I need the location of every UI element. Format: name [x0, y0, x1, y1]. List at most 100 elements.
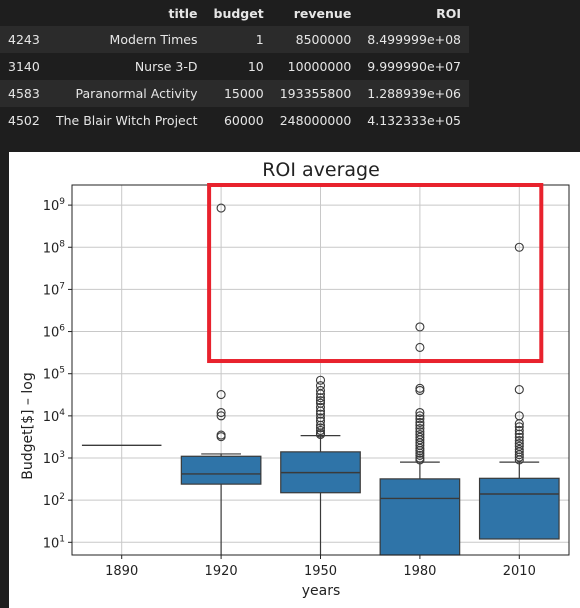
header-title: title	[168, 5, 198, 21]
y-tick-label: 106	[43, 324, 66, 341]
outlier-point	[216, 203, 226, 213]
y-tick-label: 105	[43, 366, 65, 383]
outlier-point	[415, 420, 425, 430]
outlier-point	[514, 439, 524, 449]
outlier-point	[514, 425, 524, 436]
cell-title: Modern Times	[48, 26, 206, 53]
row-index: 3140	[0, 53, 48, 80]
box-iqr	[379, 478, 461, 556]
outlier-point	[514, 429, 524, 439]
y-tick-label: 101	[43, 534, 65, 551]
outlier-point	[415, 417, 425, 427]
y-tick-label: 109	[43, 197, 66, 214]
cell-budget: 15000	[205, 80, 272, 107]
outlier-point	[415, 414, 425, 424]
header-revenue: revenue	[293, 5, 352, 21]
dataframe-table: title budget revenue ROI 4243 Modern Tim…	[0, 0, 470, 134]
box-iqr	[478, 477, 560, 540]
y-tick-label: 104	[43, 408, 66, 425]
outlier-point	[415, 383, 425, 393]
x-tick-label: 1980	[403, 564, 436, 579]
outlier-point	[216, 430, 226, 440]
outlier-point	[514, 441, 524, 451]
y-tick-label: 103	[43, 450, 65, 467]
outlier-point	[514, 435, 524, 446]
outlier-point	[315, 385, 326, 396]
highlight-box	[207, 183, 544, 364]
cell-budget: 1	[205, 26, 272, 53]
table-header-row: title budget revenue ROI	[0, 0, 469, 26]
outlier-point	[315, 375, 326, 385]
outlier-point	[315, 409, 326, 419]
x-tick-label: 2010	[503, 564, 536, 579]
cell-roi: 8.499999e+08	[359, 26, 470, 53]
outlier-point	[315, 416, 326, 426]
box-group-1980	[379, 322, 461, 556]
outlier-point	[514, 385, 524, 395]
outlier-point	[415, 407, 425, 418]
outlier-point	[315, 402, 326, 412]
cell-title: Nurse 3-D	[48, 53, 206, 80]
outlier-point	[315, 398, 326, 408]
header-budget: budget	[213, 5, 264, 21]
box-group-1950	[280, 375, 361, 555]
outlier-point	[415, 411, 425, 421]
chart-figure: ROI average 101 102 103 104 105 106 107 108 109 1…	[9, 152, 580, 608]
table-row: 4583 Paranormal Activity 15000 193355800…	[0, 80, 470, 107]
outlier-point	[216, 411, 226, 421]
outlier-point	[415, 322, 425, 332]
outlier-point	[514, 432, 524, 442]
cell-revenue: 248000000	[271, 107, 360, 134]
outlier-point	[415, 423, 425, 434]
outlier-point	[415, 432, 425, 442]
cell-revenue: 193355800	[271, 80, 360, 107]
outlier-point	[216, 407, 226, 418]
y-tick-label: 108	[43, 239, 66, 256]
cell-roi: 4.132333e+05	[359, 107, 470, 134]
box-layer	[81, 203, 560, 556]
row-index: 4583	[0, 80, 48, 107]
cell-revenue: 10000000	[271, 53, 360, 80]
x-axis-label: years	[302, 583, 341, 599]
cell-roi: 1.288939e+06	[359, 80, 470, 107]
box-iqr	[180, 455, 262, 485]
cell-revenue: 8500000	[271, 26, 360, 53]
row-index: 4243	[0, 26, 48, 53]
row-index: 4502	[0, 107, 48, 134]
outlier-point	[514, 444, 524, 454]
outlier-point	[415, 450, 425, 461]
y-tick-label: 107	[43, 281, 65, 298]
chart-title: ROI average	[262, 159, 380, 181]
outlier-point	[216, 390, 226, 400]
outlier-point	[415, 342, 425, 352]
cell-budget: 60000	[205, 107, 272, 134]
cell-budget: 10	[205, 53, 272, 80]
box-group-2010	[478, 242, 560, 540]
outlier-point	[514, 411, 524, 421]
outlier-point	[514, 422, 524, 432]
outlier-point	[315, 423, 326, 433]
table-row: 3140 Nurse 3-D 10 10000000 9.999990e+07	[0, 53, 470, 80]
cell-roi: 9.999990e+07	[359, 53, 470, 80]
outlier-point	[514, 242, 524, 252]
y-axis-label: Budget[$] – log	[20, 372, 36, 479]
cell-title: The Blair Witch Project	[48, 107, 206, 134]
y-tick-label: 102	[43, 492, 65, 509]
table-row: 4243 Modern Times 1 8500000 8.499999e+08	[0, 26, 470, 53]
outlier-point	[315, 393, 326, 403]
x-tick-label: 1950	[304, 564, 337, 579]
outlier-point	[315, 396, 326, 406]
outlier-point	[315, 420, 326, 430]
table-row: 4502 The Blair Witch Project 60000 24800…	[0, 107, 470, 134]
x-tick-label: 1890	[105, 564, 138, 579]
header-roi: ROI	[436, 5, 462, 21]
outlier-point	[415, 453, 425, 463]
roi-boxplot-chart: ROI average 101 102 103 104 105 106 107 108 109 1…	[20, 159, 570, 599]
header-index	[0, 0, 48, 26]
outlier-point	[315, 381, 326, 391]
outlier-point	[315, 413, 326, 423]
outlier-point	[315, 425, 326, 436]
cell-title: Paranormal Activity	[48, 80, 206, 107]
outlier-point	[415, 427, 425, 437]
x-tick-label: 1920	[205, 564, 238, 579]
